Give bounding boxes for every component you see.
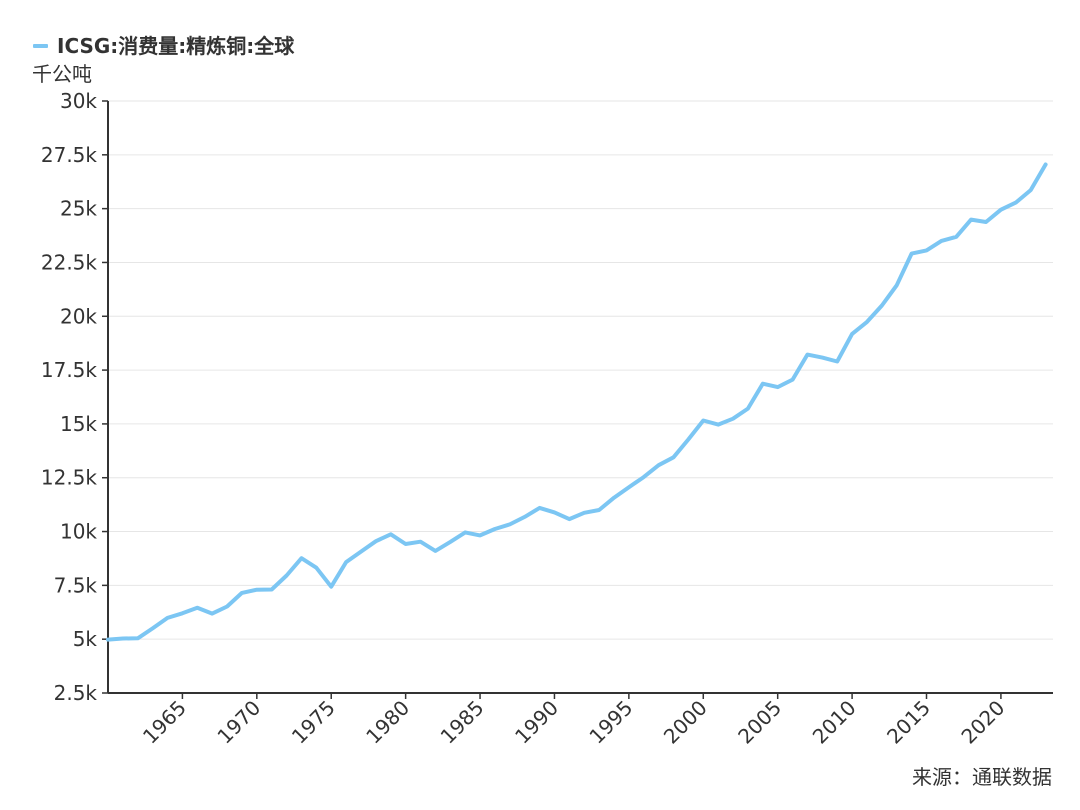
source-note: 来源：通联数据 [912,765,1052,789]
series-layer [106,162,1048,642]
y-tick-label: 12.5k [41,466,98,490]
series-line[interactable] [106,162,1048,642]
x-tick-label: 2015 [882,696,935,749]
x-tick-label: 2010 [808,696,861,749]
y-tick-label: 30k [60,89,97,113]
grid-lines [108,100,1053,640]
x-tick-label: 1980 [361,696,414,749]
y-tick-label: 17.5k [41,358,98,382]
x-tick-label: 1995 [584,696,637,749]
x-tick-label: 1965 [138,696,191,749]
y-tick-label: 27.5k [41,143,98,167]
x-tick-label: 1975 [287,696,340,749]
legend-swatch [33,44,48,48]
x-tick-label: 2020 [956,696,1009,749]
y-tick-label: 20k [60,304,97,328]
y-tick-label: 22.5k [41,250,98,274]
legend[interactable]: ICSG:消费量:精炼铜:全球 [33,34,295,58]
y-tick-label: 15k [60,412,97,436]
x-tick-labels: 1965 1970 1975 1980 1985 1990 1995 2000 2005 2010… [138,696,1009,749]
x-tick-label: 1990 [510,696,563,749]
axes [102,100,1053,699]
x-tick-label: 2000 [659,696,712,749]
y-tick-label: 10k [60,520,97,544]
legend-label: ICSG:消费量:精炼铜:全球 [57,34,295,58]
y-axis-unit: 千公吨 [32,62,92,86]
y-tick-labels: 2.5k 5k 7.5k 10k 12.5k 15k 17.5k 20k 22.5k 25k 27.… [41,89,98,705]
x-tick-label: 1985 [436,696,489,749]
x-tick-label: 2005 [733,696,786,749]
y-tick-label: 5k [73,627,98,651]
y-tick-label: 25k [60,197,97,221]
y-tick-label: 2.5k [54,681,98,705]
y-tick-label: 7.5k [54,573,98,597]
x-tick-label: 1970 [212,696,265,749]
